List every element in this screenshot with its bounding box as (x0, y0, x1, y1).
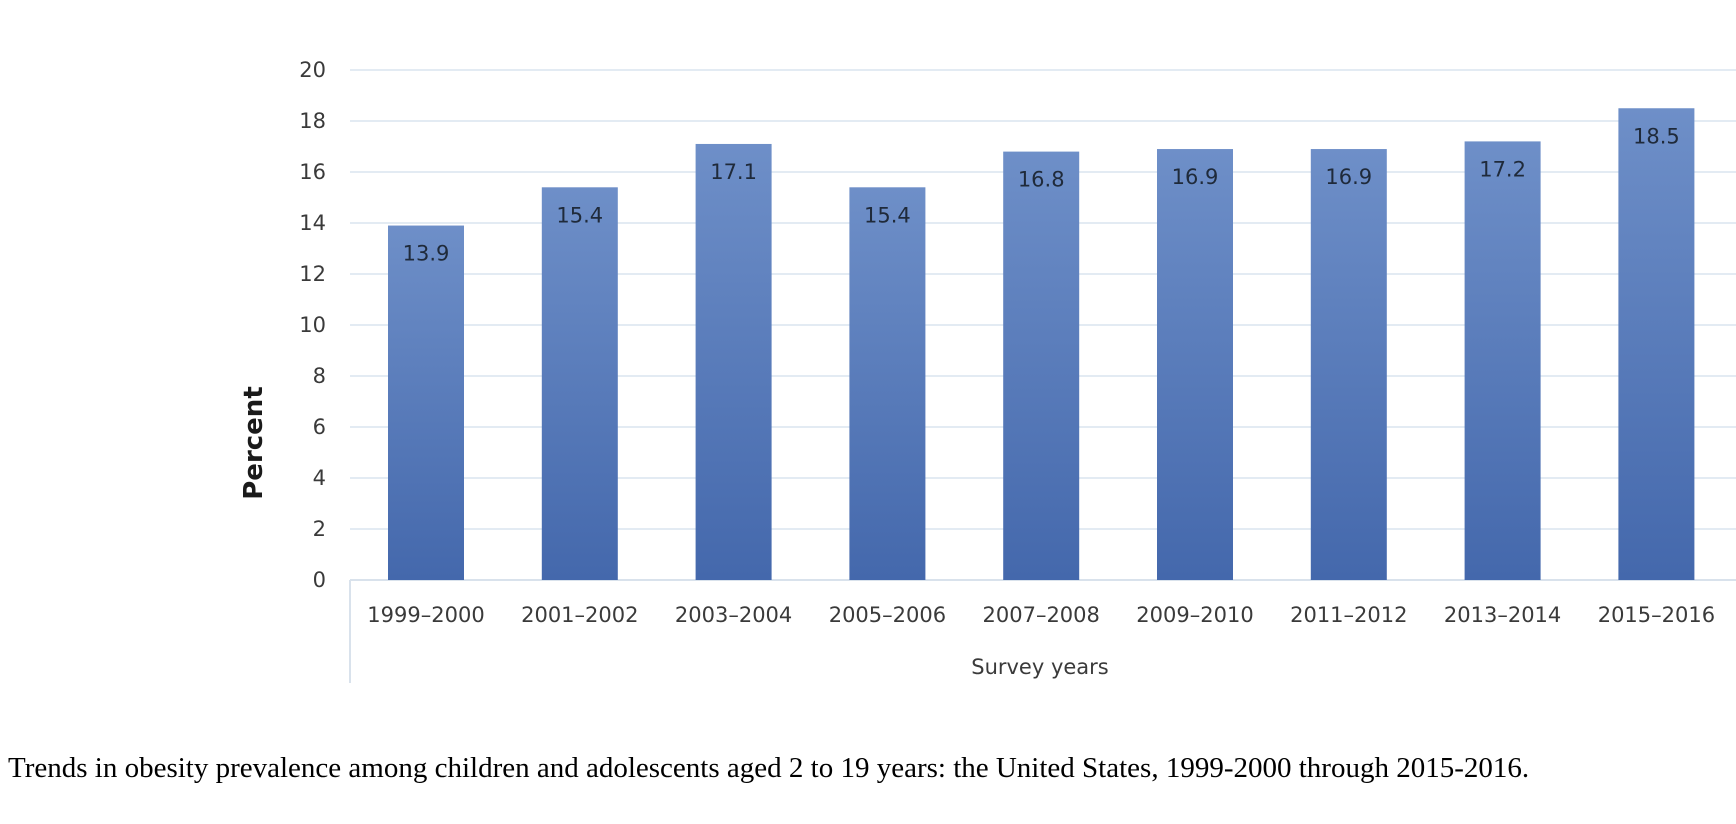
y-tick-label: 0 (313, 568, 326, 592)
y-tick-label: 6 (313, 415, 326, 439)
y-tick-label: 4 (313, 466, 326, 490)
y-tick-label: 2 (313, 517, 326, 541)
x-tick-label: 2007–2008 (983, 603, 1100, 627)
y-axis-title: Percent (239, 386, 269, 500)
y-tick-label: 14 (299, 211, 326, 235)
bar-value-label: 13.9 (403, 242, 450, 266)
bar (1618, 108, 1695, 580)
bar-value-label: 16.9 (1172, 165, 1219, 189)
bar (1464, 141, 1541, 580)
x-axis-title: Survey years (971, 655, 1109, 679)
y-tick-label: 18 (299, 109, 326, 133)
x-tick-label: 2015–2016 (1598, 603, 1715, 627)
figure-caption: Trends in obesity prevalence among child… (8, 752, 1530, 784)
y-tick-labels: 0 2 4 6 8 10 12 14 16 18 20 (299, 58, 326, 592)
bars (388, 108, 1695, 581)
bar-data-labels: 13.9 15.4 17.1 15.4 16.8 16.9 16.9 17.2 18.5 (403, 124, 1680, 265)
x-tick-labels: 1999–2000 2001–2002 2003–2004 2005–2006 2007… (367, 603, 1715, 627)
bar-chart: 13.9 15.4 17.1 15.4 16.8 16.9 16.9 17.2 18.5 0 2 4… (239, 58, 1736, 683)
bar-value-label: 17.2 (1479, 157, 1526, 181)
x-tick-label: 2009–2010 (1136, 603, 1253, 627)
bar (849, 187, 926, 581)
bar (1310, 149, 1387, 581)
bar-value-label: 16.9 (1325, 165, 1372, 189)
y-tick-label: 20 (299, 58, 326, 82)
bar (388, 225, 464, 581)
x-tick-label: 2003–2004 (675, 603, 792, 627)
bar (695, 143, 772, 580)
bar (1003, 151, 1080, 580)
bar (1157, 149, 1233, 581)
bar-value-label: 18.5 (1633, 124, 1680, 148)
y-tick-label: 10 (299, 313, 326, 337)
y-tick-label: 16 (299, 160, 326, 184)
x-tick-label: 2013–2014 (1444, 603, 1561, 627)
bar-value-label: 15.4 (556, 203, 603, 227)
bar-value-label: 15.4 (864, 203, 911, 227)
x-tick-label: 2001–2002 (521, 603, 638, 627)
bar-value-label: 16.8 (1018, 168, 1065, 192)
bar (541, 187, 618, 581)
y-tick-label: 8 (313, 364, 326, 388)
x-tick-label: 1999–2000 (367, 603, 484, 627)
x-tick-label: 2005–2006 (829, 603, 946, 627)
x-tick-label: 2011–2012 (1290, 603, 1407, 627)
bar-value-label: 17.1 (710, 160, 757, 184)
y-tick-label: 12 (299, 262, 326, 286)
